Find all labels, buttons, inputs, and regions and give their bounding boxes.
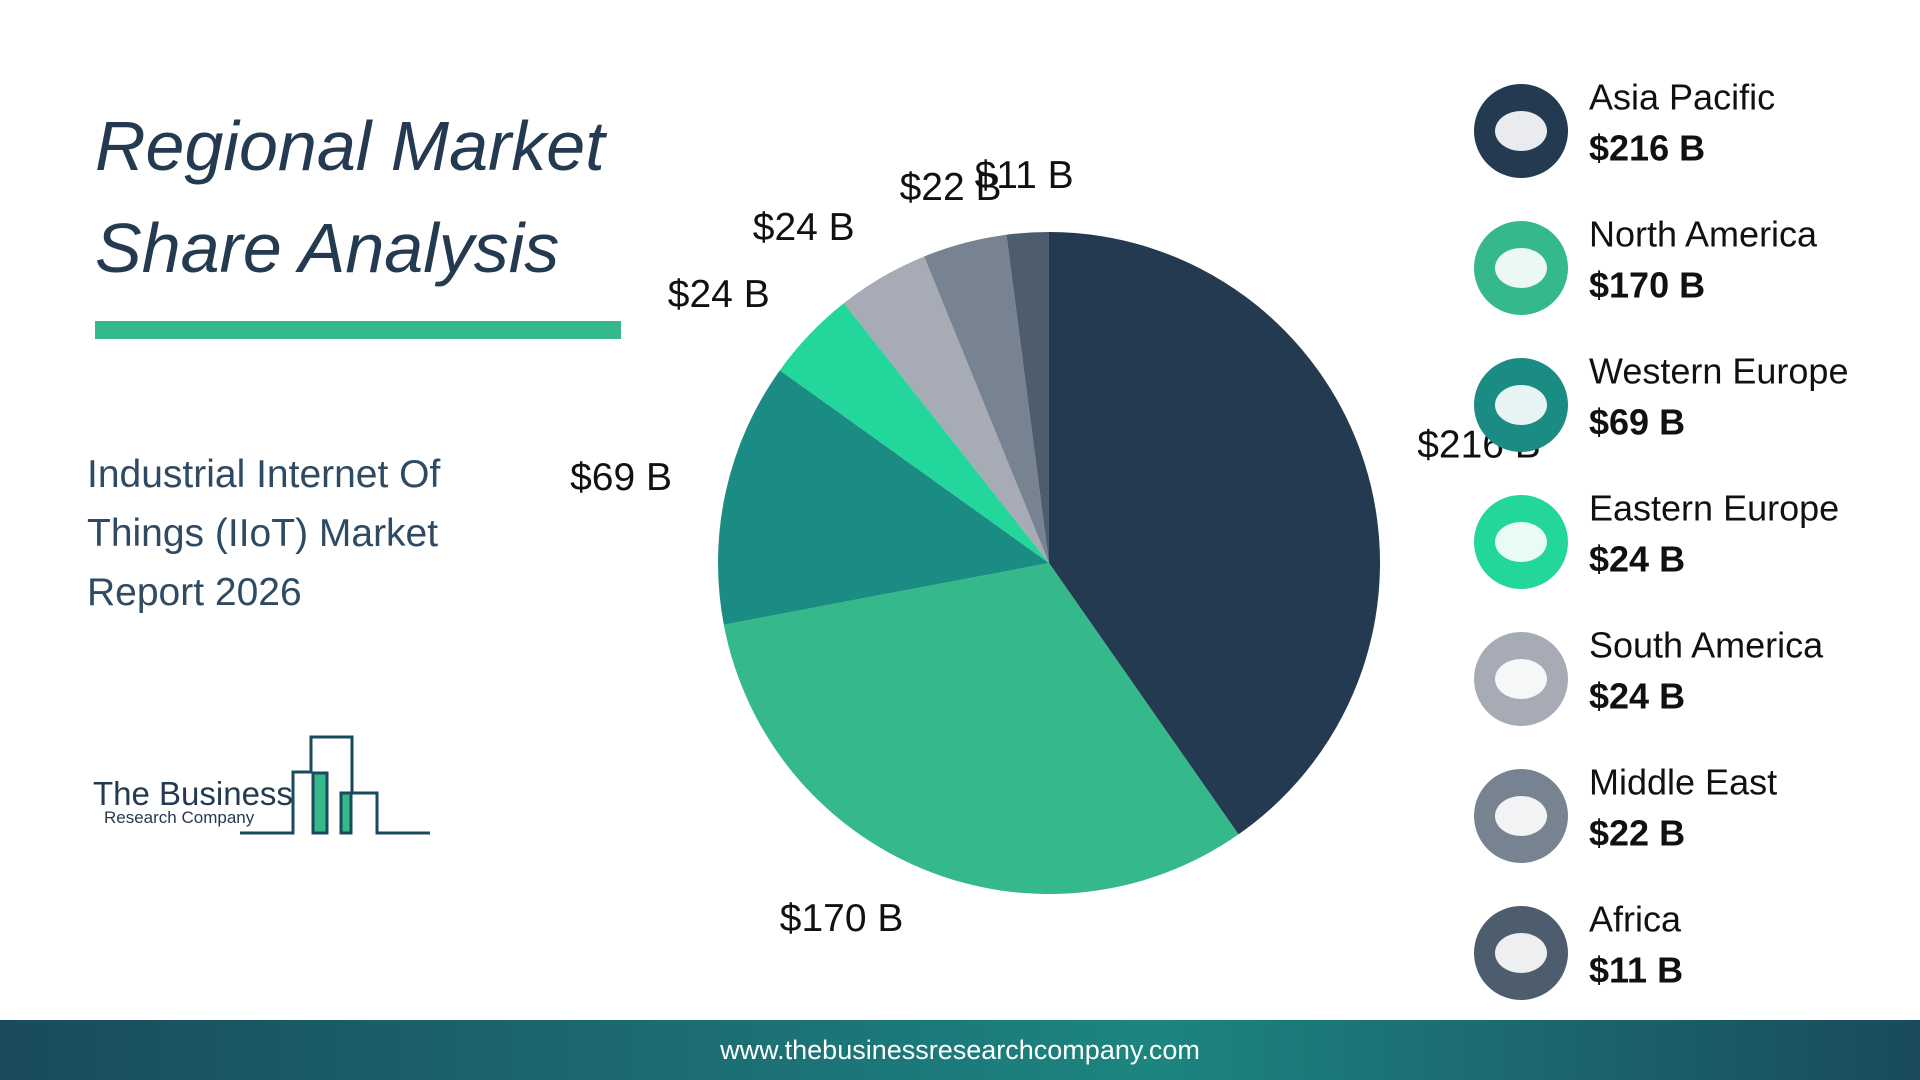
legend-icon-map bbox=[1495, 385, 1547, 425]
pie-slice bbox=[723, 563, 1239, 894]
legend-label: North America bbox=[1589, 214, 1818, 255]
logo-line2: Research Company bbox=[104, 808, 255, 827]
legend-icon-map bbox=[1495, 933, 1547, 973]
logo-line1: The Business bbox=[93, 775, 293, 812]
legend-value: $69 B bbox=[1589, 402, 1685, 443]
chart: The Business Research Company $216 B $170… bbox=[93, 77, 1848, 1000]
legend-icon-map bbox=[1495, 796, 1547, 836]
value-label: $24 B bbox=[668, 273, 770, 316]
legend-value: $11 B bbox=[1589, 950, 1683, 991]
chart-subtitle: Industrial Internet Of Things (IIoT) Mar… bbox=[87, 453, 441, 614]
legend-value: $24 B bbox=[1589, 676, 1685, 717]
logo-bar bbox=[311, 771, 329, 835]
pie-slice bbox=[1049, 232, 1380, 835]
chart-title: Regional Market Share Analysis bbox=[95, 107, 605, 287]
legend-label: South America bbox=[1589, 625, 1824, 666]
legend-value: $22 B bbox=[1589, 813, 1685, 854]
legend-label: Western Europe bbox=[1589, 351, 1848, 392]
title-underline bbox=[95, 321, 621, 339]
value-label: $11 B bbox=[975, 154, 1074, 197]
logo-outline bbox=[240, 735, 430, 835]
legend-label: Africa bbox=[1589, 899, 1682, 940]
legend-icon-map bbox=[1495, 522, 1547, 562]
pie-slice bbox=[924, 234, 1049, 563]
legend-value: $170 B bbox=[1589, 265, 1705, 306]
legend-label: Middle East bbox=[1589, 762, 1777, 803]
legend-label: Eastern Europe bbox=[1589, 488, 1839, 529]
value-label: $24 B bbox=[753, 206, 855, 249]
value-label: $69 B bbox=[570, 456, 672, 499]
pie-slice bbox=[843, 256, 1049, 563]
pie-slice bbox=[718, 370, 1049, 625]
value-label: $170 B bbox=[780, 897, 904, 940]
pie-slice bbox=[779, 303, 1049, 563]
legend-label: Asia Pacific bbox=[1589, 77, 1775, 118]
legend-icon-map bbox=[1495, 111, 1547, 151]
logo-bar bbox=[339, 791, 353, 835]
legend-value: $216 B bbox=[1589, 128, 1705, 169]
value-label: $22 B bbox=[900, 166, 1002, 209]
legend-icon-map bbox=[1495, 248, 1547, 288]
pie-slice bbox=[1006, 232, 1049, 563]
logo: The Business Research Company bbox=[93, 735, 430, 835]
legend-value: $24 B bbox=[1589, 539, 1685, 580]
footer: www.thebusinessresearchcompany.com bbox=[0, 1020, 1920, 1080]
legend-icon-map bbox=[1495, 659, 1547, 699]
